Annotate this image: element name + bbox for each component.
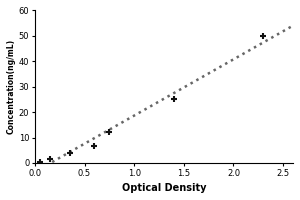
- Y-axis label: Concentration(ng/mL): Concentration(ng/mL): [7, 39, 16, 134]
- X-axis label: Optical Density: Optical Density: [122, 183, 206, 193]
